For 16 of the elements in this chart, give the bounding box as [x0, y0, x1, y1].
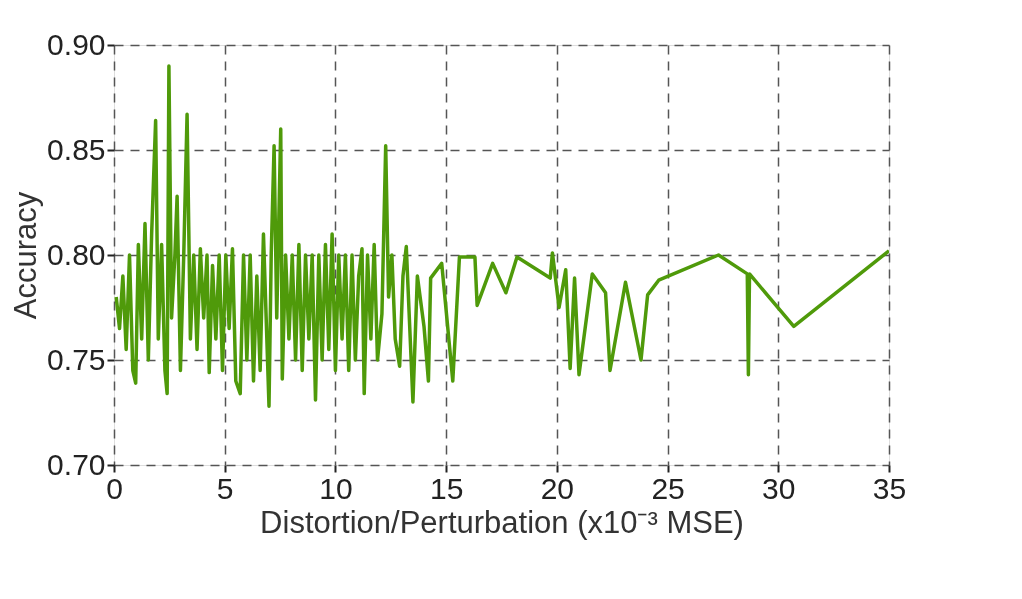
y-axis-title: Accuracy	[8, 191, 44, 320]
x-tick-label: 30	[762, 471, 796, 505]
y-tick-label: 0.80	[47, 237, 106, 271]
x-tick-label: 10	[319, 471, 353, 505]
x-tick-label: 20	[540, 471, 575, 505]
y-tick-label: 0.75	[47, 342, 106, 376]
x-axis-title: Distortion/Perturbation (x10⁻³ MSE)	[260, 504, 744, 540]
x-tick-label: 35	[872, 471, 907, 505]
y-tick-label: 0.85	[47, 132, 106, 166]
y-tick-label: 0.70	[47, 447, 106, 481]
y-tick-label: 0.90	[47, 27, 106, 61]
line-series	[114, 64, 889, 408]
x-tick-label: 5	[216, 471, 234, 505]
x-tick-label: 0	[106, 471, 123, 505]
x-tick-label: 15	[429, 471, 464, 505]
x-tick-label: 25	[651, 471, 685, 505]
